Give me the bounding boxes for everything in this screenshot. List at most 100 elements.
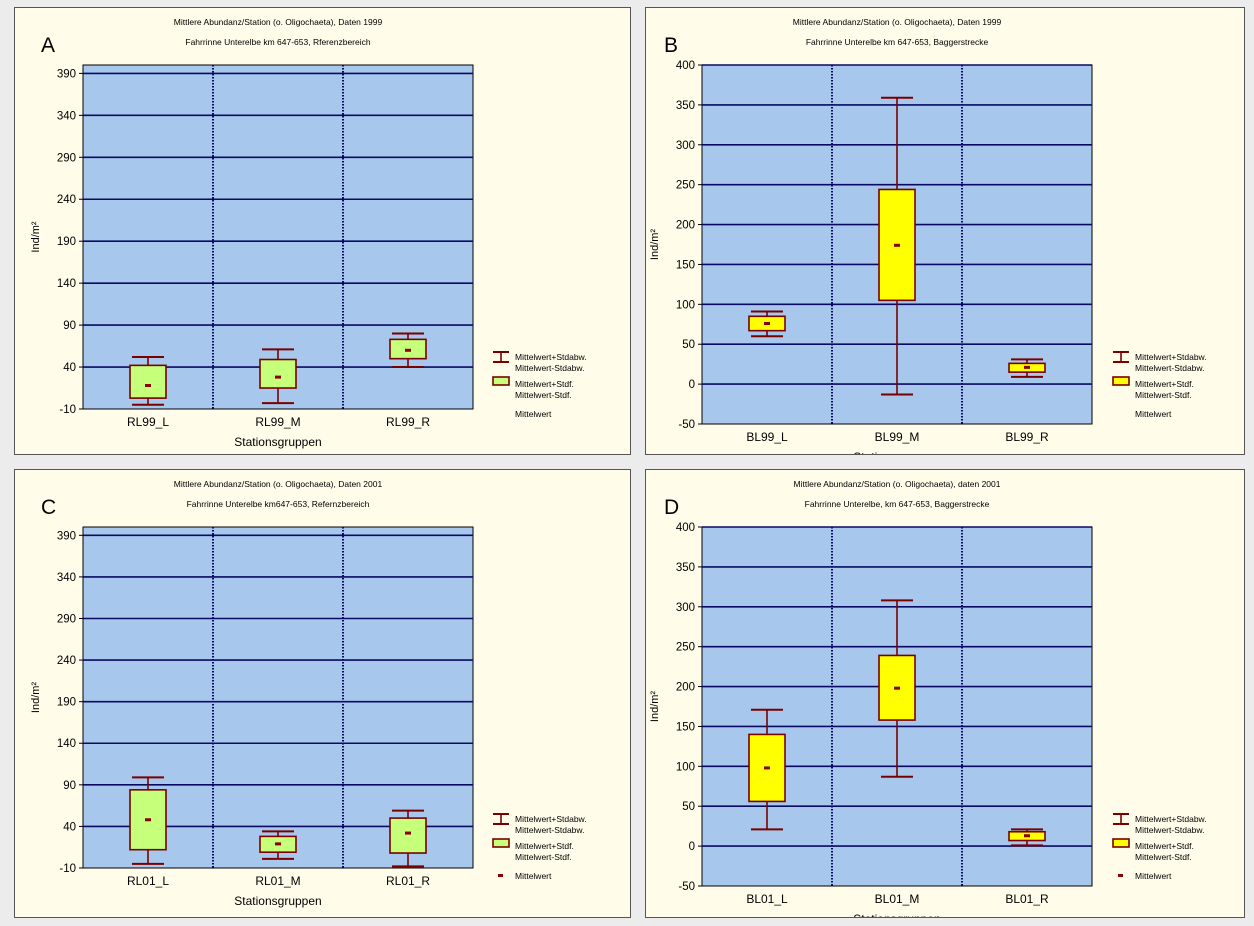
y-tick-label: 250 bbox=[676, 180, 695, 192]
legend-label-stdf-minus: Mittelwert-Stdf. bbox=[1135, 852, 1192, 862]
legend-label-mean: Mittelwert bbox=[1135, 409, 1172, 419]
legend-label-stdf-plus: Mittelwert+Stdf. bbox=[1135, 379, 1194, 389]
y-tick-label: 150 bbox=[676, 721, 695, 733]
y-tick-label: 400 bbox=[676, 60, 695, 72]
legend-box-swatch bbox=[1112, 838, 1130, 848]
y-tick-label: 40 bbox=[63, 362, 76, 374]
legend-label-std-plus: Mittelwert+Stdabw. bbox=[1135, 814, 1207, 824]
x-tick-label: RL99_R bbox=[386, 415, 430, 429]
chart-svg: Mittlere Abundanz/Station (o. Oligochaet… bbox=[649, 479, 1207, 917]
x-tick-label: BL01_R bbox=[1005, 892, 1049, 906]
y-tick-label: 50 bbox=[682, 339, 695, 351]
legend-label-stdf-minus: Mittelwert-Stdf. bbox=[515, 852, 572, 862]
mean-marker bbox=[1024, 365, 1030, 369]
box bbox=[259, 358, 297, 389]
legend-label-std-minus: Mittelwert-Stdabw. bbox=[1135, 825, 1204, 835]
mean-marker bbox=[894, 243, 900, 247]
legend-box-swatch bbox=[492, 838, 510, 848]
y-tick-label: 100 bbox=[676, 761, 695, 773]
y-tick-label: -10 bbox=[59, 863, 76, 875]
chart-panel-d: Mittlere Abundanz/Station (o. Oligochaet… bbox=[645, 469, 1245, 918]
chart-title-line-2: Fahrrinne Unterelbe km 647-653, Rferenzb… bbox=[185, 37, 370, 47]
legend-box-swatch bbox=[1112, 376, 1130, 386]
y-tick-label: -10 bbox=[59, 404, 76, 416]
legend-box-swatch bbox=[492, 376, 510, 386]
y-tick-label: 340 bbox=[57, 572, 76, 584]
chart-panel-a: Mittlere Abundanz/Station (o. Oligochaet… bbox=[14, 7, 631, 455]
y-tick-label: 350 bbox=[676, 100, 695, 112]
legend-label-stdf-plus: Mittelwert+Stdf. bbox=[515, 841, 574, 851]
y-tick-label: -50 bbox=[678, 419, 695, 431]
y-tick-label: 240 bbox=[57, 655, 76, 667]
x-tick-label: RL01_M bbox=[255, 874, 300, 888]
legend-label-std-minus: Mittelwert-Stdabw. bbox=[515, 363, 584, 373]
chart-title-line-1: Mittlere Abundanz/Station (o. Oligochaet… bbox=[794, 479, 1001, 489]
legend-label-stdf-minus: Mittelwert-Stdf. bbox=[1135, 390, 1192, 400]
chart-title-line-2: Fahrrinne Unterelbe km647-653, Refernzbe… bbox=[187, 499, 370, 509]
legend-label-mean: Mittelwert bbox=[515, 871, 552, 881]
mean-marker bbox=[405, 831, 411, 835]
x-tick-label: RL99_L bbox=[127, 415, 169, 429]
y-tick-label: 100 bbox=[676, 299, 695, 311]
x-axis-label: Stationsgruppen bbox=[853, 450, 940, 454]
box bbox=[389, 817, 427, 854]
y-tick-label: 0 bbox=[689, 379, 695, 391]
y-axis-label: Ind/m² bbox=[30, 221, 42, 253]
chart-svg: Mittlere Abundanz/Station (o. Oligochaet… bbox=[30, 479, 587, 908]
x-axis-label: Stationsgruppen bbox=[853, 912, 940, 917]
y-tick-label: 300 bbox=[676, 140, 695, 152]
y-tick-label: 50 bbox=[682, 801, 695, 813]
legend-mean-marker bbox=[1118, 874, 1123, 877]
panel-letter: B bbox=[664, 34, 678, 57]
y-tick-label: 250 bbox=[676, 642, 695, 654]
y-tick-label: 400 bbox=[676, 522, 695, 534]
y-axis-label: Ind/m² bbox=[649, 229, 661, 261]
panel-letter: D bbox=[664, 496, 679, 519]
x-tick-label: BL99_R bbox=[1005, 430, 1049, 444]
x-tick-label: BL99_M bbox=[875, 430, 920, 444]
box bbox=[129, 364, 167, 399]
mean-marker bbox=[894, 686, 900, 690]
y-tick-label: 140 bbox=[57, 738, 76, 750]
box bbox=[129, 789, 167, 851]
y-tick-label: 390 bbox=[57, 530, 76, 542]
y-tick-label: 390 bbox=[57, 68, 76, 80]
y-tick-label: 200 bbox=[676, 682, 695, 694]
mean-marker bbox=[764, 321, 770, 325]
y-tick-label: 90 bbox=[63, 320, 76, 332]
chart-title-line-2: Fahrrinne Unterelbe km 647-653, Baggerst… bbox=[806, 37, 989, 47]
mean-marker bbox=[275, 842, 281, 846]
mean-marker bbox=[1024, 834, 1030, 838]
chart-title-line-1: Mittlere Abundanz/Station (o. Oligochaet… bbox=[793, 17, 1002, 27]
mean-marker bbox=[764, 766, 770, 770]
legend-label-std-minus: Mittelwert-Stdabw. bbox=[515, 825, 584, 835]
y-tick-label: 300 bbox=[676, 602, 695, 614]
legend-label-stdf-plus: Mittelwert+Stdf. bbox=[1135, 841, 1194, 851]
legend-label-mean: Mittelwert bbox=[1135, 871, 1172, 881]
y-tick-label: 290 bbox=[57, 152, 76, 164]
y-tick-label: 0 bbox=[689, 841, 695, 853]
y-tick-label: 90 bbox=[63, 780, 76, 792]
chart-svg: Mittlere Abundanz/Station (o. Oligochaet… bbox=[30, 17, 587, 449]
legend-label-std-plus: Mittelwert+Stdabw. bbox=[1135, 352, 1207, 362]
y-tick-label: 350 bbox=[676, 562, 695, 574]
chart-panel-c: Mittlere Abundanz/Station (o. Oligochaet… bbox=[14, 469, 631, 918]
y-tick-label: 290 bbox=[57, 613, 76, 625]
x-tick-label: RL01_R bbox=[386, 874, 430, 888]
legend-mean-marker bbox=[498, 874, 503, 877]
x-tick-label: BL01_L bbox=[746, 892, 788, 906]
chart-title-line-1: Mittlere Abundanz/Station (o. Oligochaet… bbox=[174, 17, 383, 27]
y-tick-label: 240 bbox=[57, 194, 76, 206]
chart-svg: Mittlere Abundanz/Station (o. Oligochaet… bbox=[649, 17, 1207, 454]
x-tick-label: RL01_L bbox=[127, 874, 169, 888]
mean-marker bbox=[405, 348, 411, 352]
y-tick-label: 190 bbox=[57, 236, 76, 248]
legend-label-mean: Mittelwert bbox=[515, 409, 552, 419]
y-tick-label: 40 bbox=[63, 821, 76, 833]
y-tick-label: 190 bbox=[57, 697, 76, 709]
legend-label-stdf-minus: Mittelwert-Stdf. bbox=[515, 390, 572, 400]
panel-letter: A bbox=[41, 34, 55, 57]
y-axis-label: Ind/m² bbox=[30, 682, 42, 714]
panel-letter: C bbox=[41, 496, 56, 519]
chart-title-line-2: Fahrrinne Unterelbe, km 647-653, Baggers… bbox=[805, 499, 990, 509]
